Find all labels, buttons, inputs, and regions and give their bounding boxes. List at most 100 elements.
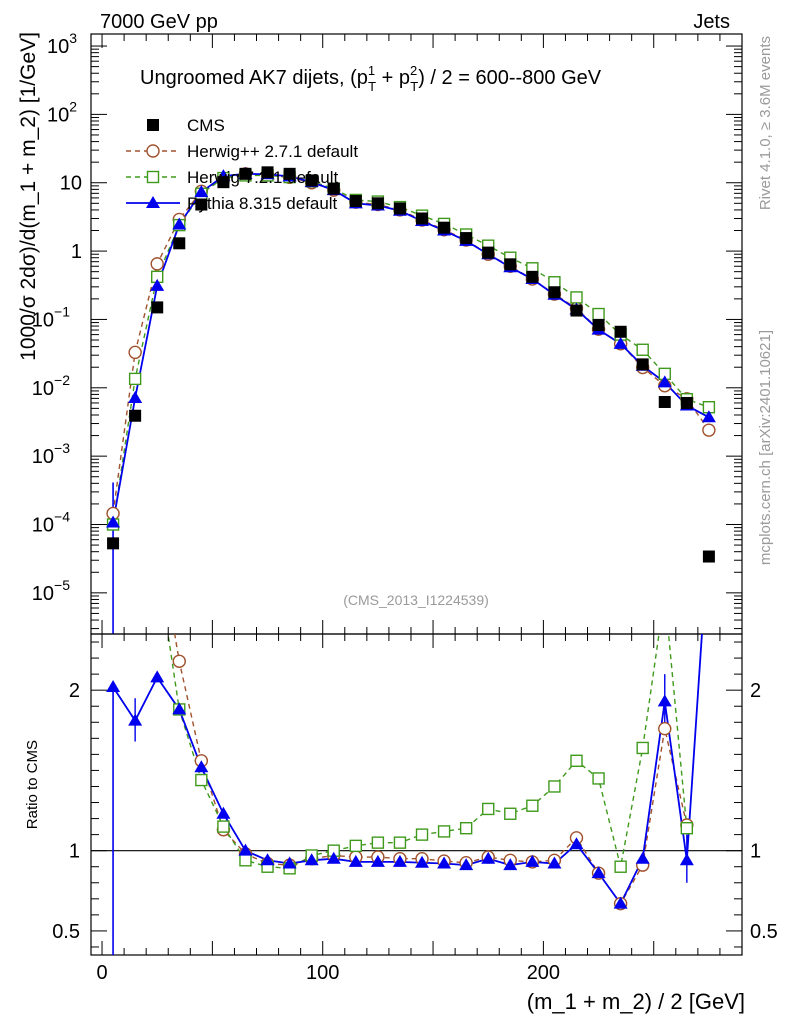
analysis-label: (CMS_2013_I1224539): [343, 592, 489, 608]
marker-cms: [239, 167, 252, 180]
ratio-marker-pythia-8-315-default: [150, 670, 165, 683]
y-tick-label-ratio-right: 0.5: [750, 921, 778, 943]
marker-cms: [371, 197, 384, 210]
ratio-marker-herwig-7-2-1-default: [548, 780, 561, 793]
marker-cms: [504, 258, 517, 271]
ratio-panel: 0.5 0.5 1 1 2 2: [52, 492, 778, 956]
marker-cms: [305, 174, 318, 187]
marker-pythia-8-315-default: [657, 375, 672, 388]
ratio-marker-pythia-8-315-default: [348, 854, 363, 867]
side-label-bottom: mcplots.cern.ch [arXiv:2401.10621]: [757, 330, 774, 565]
marker-herwig-2-7-1-default: [702, 423, 716, 437]
ratio-marker-herwig-7-2-1-default: [130, 492, 141, 503]
marker-herwig-7-2-1-default: [636, 343, 649, 356]
y-tick-exponent: 3: [69, 30, 77, 46]
legend: CMS Herwig++ 2.7.1 default Herwig 7.2.1 de…: [126, 116, 358, 213]
ratio-marker-herwig-7-2-1-default: [680, 822, 694, 835]
marker-cms: [570, 304, 583, 317]
line-herwig-7-2-1-default: [112, 174, 710, 525]
title-part-3: ) / 2 = 600--800 GeV: [418, 67, 602, 89]
ratio-line-pythia-8-315-default: [112, 634, 703, 906]
ratio-marker-herwig-7-2-1-default: [349, 839, 363, 853]
y-tick-label-main: 10−5: [32, 577, 70, 605]
y-tick-exponent: −2: [54, 372, 70, 388]
ratio-marker-pythia-8-315-default: [260, 853, 275, 866]
marker-cms: [680, 396, 693, 409]
marker-pythia-8-315-default: [106, 515, 121, 528]
marker-cms: [636, 358, 649, 371]
marker-pythia-8-315-default: [194, 185, 209, 198]
y-tick-label-main: 10−1: [32, 303, 70, 331]
marker-cms: [416, 212, 429, 225]
ratio-marker-herwig-7-2-1-default: [393, 836, 407, 849]
legend-marker-cms: [147, 119, 159, 131]
y-tick-exponent: −3: [54, 440, 70, 456]
ratio-marker-pythia-8-315-default: [547, 856, 562, 869]
title-sup-2: 2: [410, 63, 417, 78]
ratio-marker-pythia-8-315-default: [128, 713, 143, 726]
marker-cms: [349, 195, 362, 208]
marker-cms: [129, 409, 142, 422]
y-tick-label-ratio: 2: [69, 680, 80, 702]
y-tick-label-ratio: 0.5: [52, 921, 80, 943]
ratio-marker-herwig-7-2-1-default: [195, 773, 208, 787]
marker-cms: [217, 176, 230, 189]
y-tick-exponent: −5: [54, 577, 70, 593]
marker-cms: [658, 395, 671, 408]
title-part-1: Ungroomed AK7 dijets, (p: [140, 67, 368, 89]
y-tick-exponent: −1: [54, 303, 70, 319]
y-tick-exponent: 2: [69, 98, 77, 114]
ratio-marker-herwig-7-2-1-default: [482, 802, 495, 816]
ratio-marker-herwig-7-2-1-default: [415, 828, 429, 841]
y-tick-label-main: 1: [71, 241, 82, 263]
y-tick-base: 10: [32, 514, 54, 536]
main-series-lines: [112, 172, 710, 634]
marker-cms: [327, 182, 340, 195]
marker-cms: [614, 325, 627, 338]
marker-cms: [393, 202, 406, 215]
marker-pythia-8-315-default: [172, 217, 187, 230]
marker-cms: [173, 237, 186, 250]
ratio-marker-pythia-8-315-default: [481, 851, 496, 864]
marker-cms: [482, 246, 495, 259]
ratio-plot-frame: [90, 633, 743, 956]
ratio-marker-pythia-8-315-default: [194, 760, 209, 773]
ratio-marker-herwig-2-7-1-default: [129, 492, 141, 504]
ratio-marker-herwig-7-2-1-default: [592, 772, 605, 785]
y-tick-base: 10: [47, 104, 69, 126]
ratio-marker-herwig-7-2-1-default: [217, 820, 230, 833]
ratio-marker-pythia-8-315-default: [106, 679, 121, 692]
y-tick-label-ratio-right: 1: [750, 841, 761, 863]
y-tick-label-main: 10−4: [32, 508, 70, 536]
y-tick-base: 10: [32, 583, 54, 605]
ratio-marker-pythia-8-315-default: [216, 806, 231, 819]
ratio-marker-pythia-8-315-default: [437, 856, 452, 869]
ratio-marker-herwig-7-2-1-default: [152, 556, 163, 567]
marker-cms: [548, 286, 561, 299]
marker-cms: [702, 550, 715, 563]
header-left: 7000 GeV pp: [100, 11, 218, 33]
ratio-marker-pythia-8-315-default: [635, 851, 650, 864]
marker-cms: [526, 270, 539, 283]
ratio-marker-herwig-7-2-1-default: [570, 754, 583, 767]
marker-herwig-7-2-1-default: [548, 276, 561, 289]
ratio-marker-pythia-8-315-default: [238, 843, 253, 856]
marker-herwig-2-7-1-default: [150, 257, 164, 271]
legend-label-pythia-8-315-default: Pythia 8.315 default: [187, 194, 338, 213]
y-tick-base: 10: [32, 446, 54, 468]
ratio-series-markers: [106, 492, 694, 911]
legend-label-cms: CMS: [187, 116, 225, 135]
ratio-marker-pythia-8-315-default: [392, 854, 407, 867]
legend-marker-herwig-2-7-1-default: [146, 144, 160, 158]
marker-pythia-8-315-default: [128, 390, 143, 403]
title-sub-1: T: [368, 79, 376, 94]
title-sub-2: T: [410, 79, 418, 94]
legend-marker-herwig-7-2-1-default: [146, 170, 160, 184]
title-sup-1: 1: [368, 63, 375, 78]
ratio-marker-herwig-7-2-1-default: [437, 825, 451, 838]
ratio-marker-pythia-8-315-default: [326, 851, 341, 864]
ratio-series-lines: [112, 634, 703, 955]
x-tick-label: 200: [527, 962, 560, 984]
